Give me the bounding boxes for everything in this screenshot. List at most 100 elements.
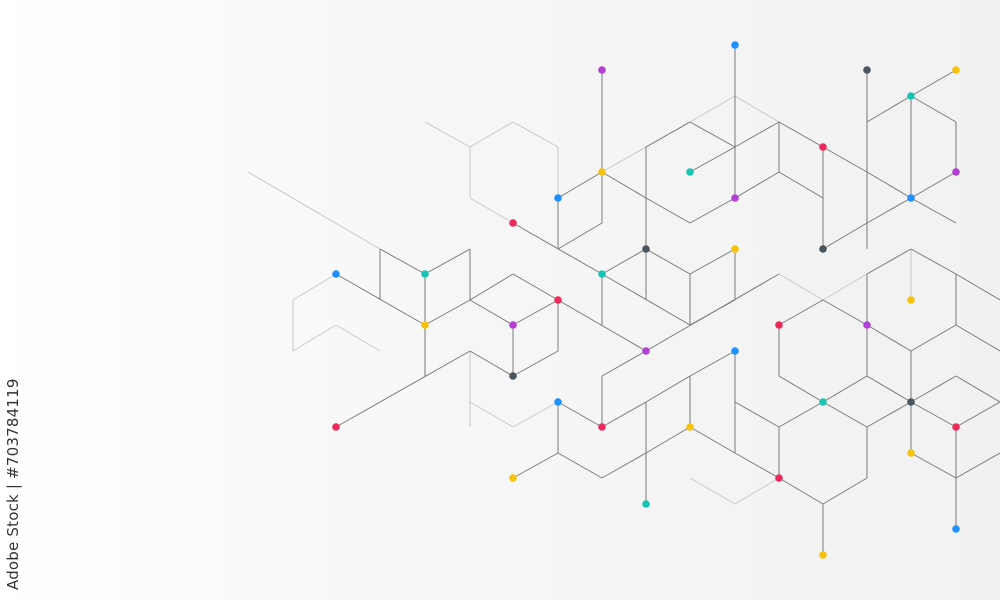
grid-line	[910, 248, 957, 275]
grid-line	[734, 95, 780, 123]
dot-blue	[731, 347, 739, 355]
grid-line	[292, 273, 337, 301]
dot-purple	[731, 194, 739, 202]
grid-line	[734, 121, 780, 148]
grid-line	[910, 375, 957, 403]
grid-line	[910, 324, 957, 352]
dot-purple	[598, 66, 606, 74]
grid-line	[424, 248, 471, 275]
grid-line	[822, 299, 868, 326]
dot-blue	[952, 525, 960, 533]
dot-teal	[686, 168, 694, 176]
dot-dark	[907, 398, 915, 406]
dot-dark	[863, 66, 871, 74]
grid-line	[689, 477, 736, 505]
grid-line	[910, 69, 957, 97]
dot-red	[775, 321, 783, 329]
dot-blue	[907, 194, 915, 202]
grid-line	[910, 171, 957, 199]
grid-line	[379, 248, 426, 275]
dot-yellow	[907, 449, 915, 457]
grid-line	[734, 452, 780, 479]
grid-line	[469, 197, 514, 224]
grid-line	[822, 273, 868, 301]
grid-line	[866, 197, 912, 224]
grid-line	[689, 121, 736, 148]
dot-teal	[819, 398, 827, 406]
grid-lines	[335, 45, 1000, 555]
grid-line	[778, 299, 824, 326]
grid-line	[689, 146, 736, 173]
dot-blue	[332, 270, 340, 278]
grid-line	[734, 171, 780, 199]
grid-line	[778, 401, 824, 428]
grid-line	[335, 324, 381, 352]
grid-line	[335, 350, 471, 428]
dot-teal	[421, 270, 429, 278]
stock-watermark-credit: Adobe Stock | #703784119	[4, 378, 22, 590]
dot-yellow	[686, 423, 694, 431]
dot-yellow	[952, 66, 960, 74]
dot-red	[952, 423, 960, 431]
grid-line	[689, 95, 736, 123]
dot-yellow	[598, 168, 606, 176]
grid-line	[292, 324, 337, 352]
grid-line	[424, 121, 471, 148]
grid-line	[469, 299, 514, 326]
grid-line	[557, 171, 603, 199]
grid-line	[512, 273, 559, 301]
grid-line	[512, 299, 559, 326]
grid-line	[645, 273, 780, 352]
grid-line	[601, 350, 647, 377]
grid-line	[955, 452, 1000, 479]
grid-line	[645, 121, 691, 148]
grid-line	[866, 375, 912, 403]
connection-dots	[332, 41, 960, 559]
grid-line	[778, 477, 824, 505]
grid-line	[601, 171, 647, 199]
grid-line	[822, 375, 868, 403]
grid-line	[734, 401, 780, 428]
grid-line	[778, 375, 824, 403]
dot-red	[554, 296, 562, 304]
grid-line	[512, 401, 559, 428]
dot-dark	[819, 245, 827, 253]
grid-line	[557, 401, 603, 428]
grid-line	[910, 452, 957, 479]
dot-red	[775, 474, 783, 482]
grid-line	[557, 452, 603, 479]
grid-line	[645, 426, 691, 454]
dot-blue	[554, 398, 562, 406]
grid-line	[822, 146, 868, 173]
dot-teal	[907, 92, 915, 100]
grid-line	[689, 426, 736, 454]
grid-line	[469, 401, 514, 428]
grid-line	[955, 401, 1000, 428]
grid-line	[645, 197, 691, 224]
grid-line	[247, 171, 381, 250]
dot-yellow	[421, 321, 429, 329]
grid-line	[512, 452, 559, 479]
dot-red	[332, 423, 340, 431]
grid-line	[955, 324, 1000, 352]
grid-line	[601, 248, 647, 275]
dot-red	[598, 423, 606, 431]
dot-red	[509, 219, 517, 227]
grid-line	[689, 350, 736, 377]
grid-line	[645, 375, 691, 403]
dot-purple	[509, 321, 517, 329]
grid-line	[822, 477, 868, 505]
grid-line	[822, 222, 868, 250]
grid-line	[512, 222, 603, 275]
dot-blue	[731, 41, 739, 49]
grid-line	[910, 197, 957, 224]
dot-teal	[642, 500, 650, 508]
grid-line	[955, 375, 1000, 403]
grid-line	[689, 197, 736, 224]
grid-line	[910, 95, 957, 123]
dot-blue	[554, 194, 562, 202]
grid-line	[778, 273, 824, 301]
grid-line	[557, 222, 603, 250]
grid-line	[955, 273, 1000, 301]
dot-purple	[642, 347, 650, 355]
